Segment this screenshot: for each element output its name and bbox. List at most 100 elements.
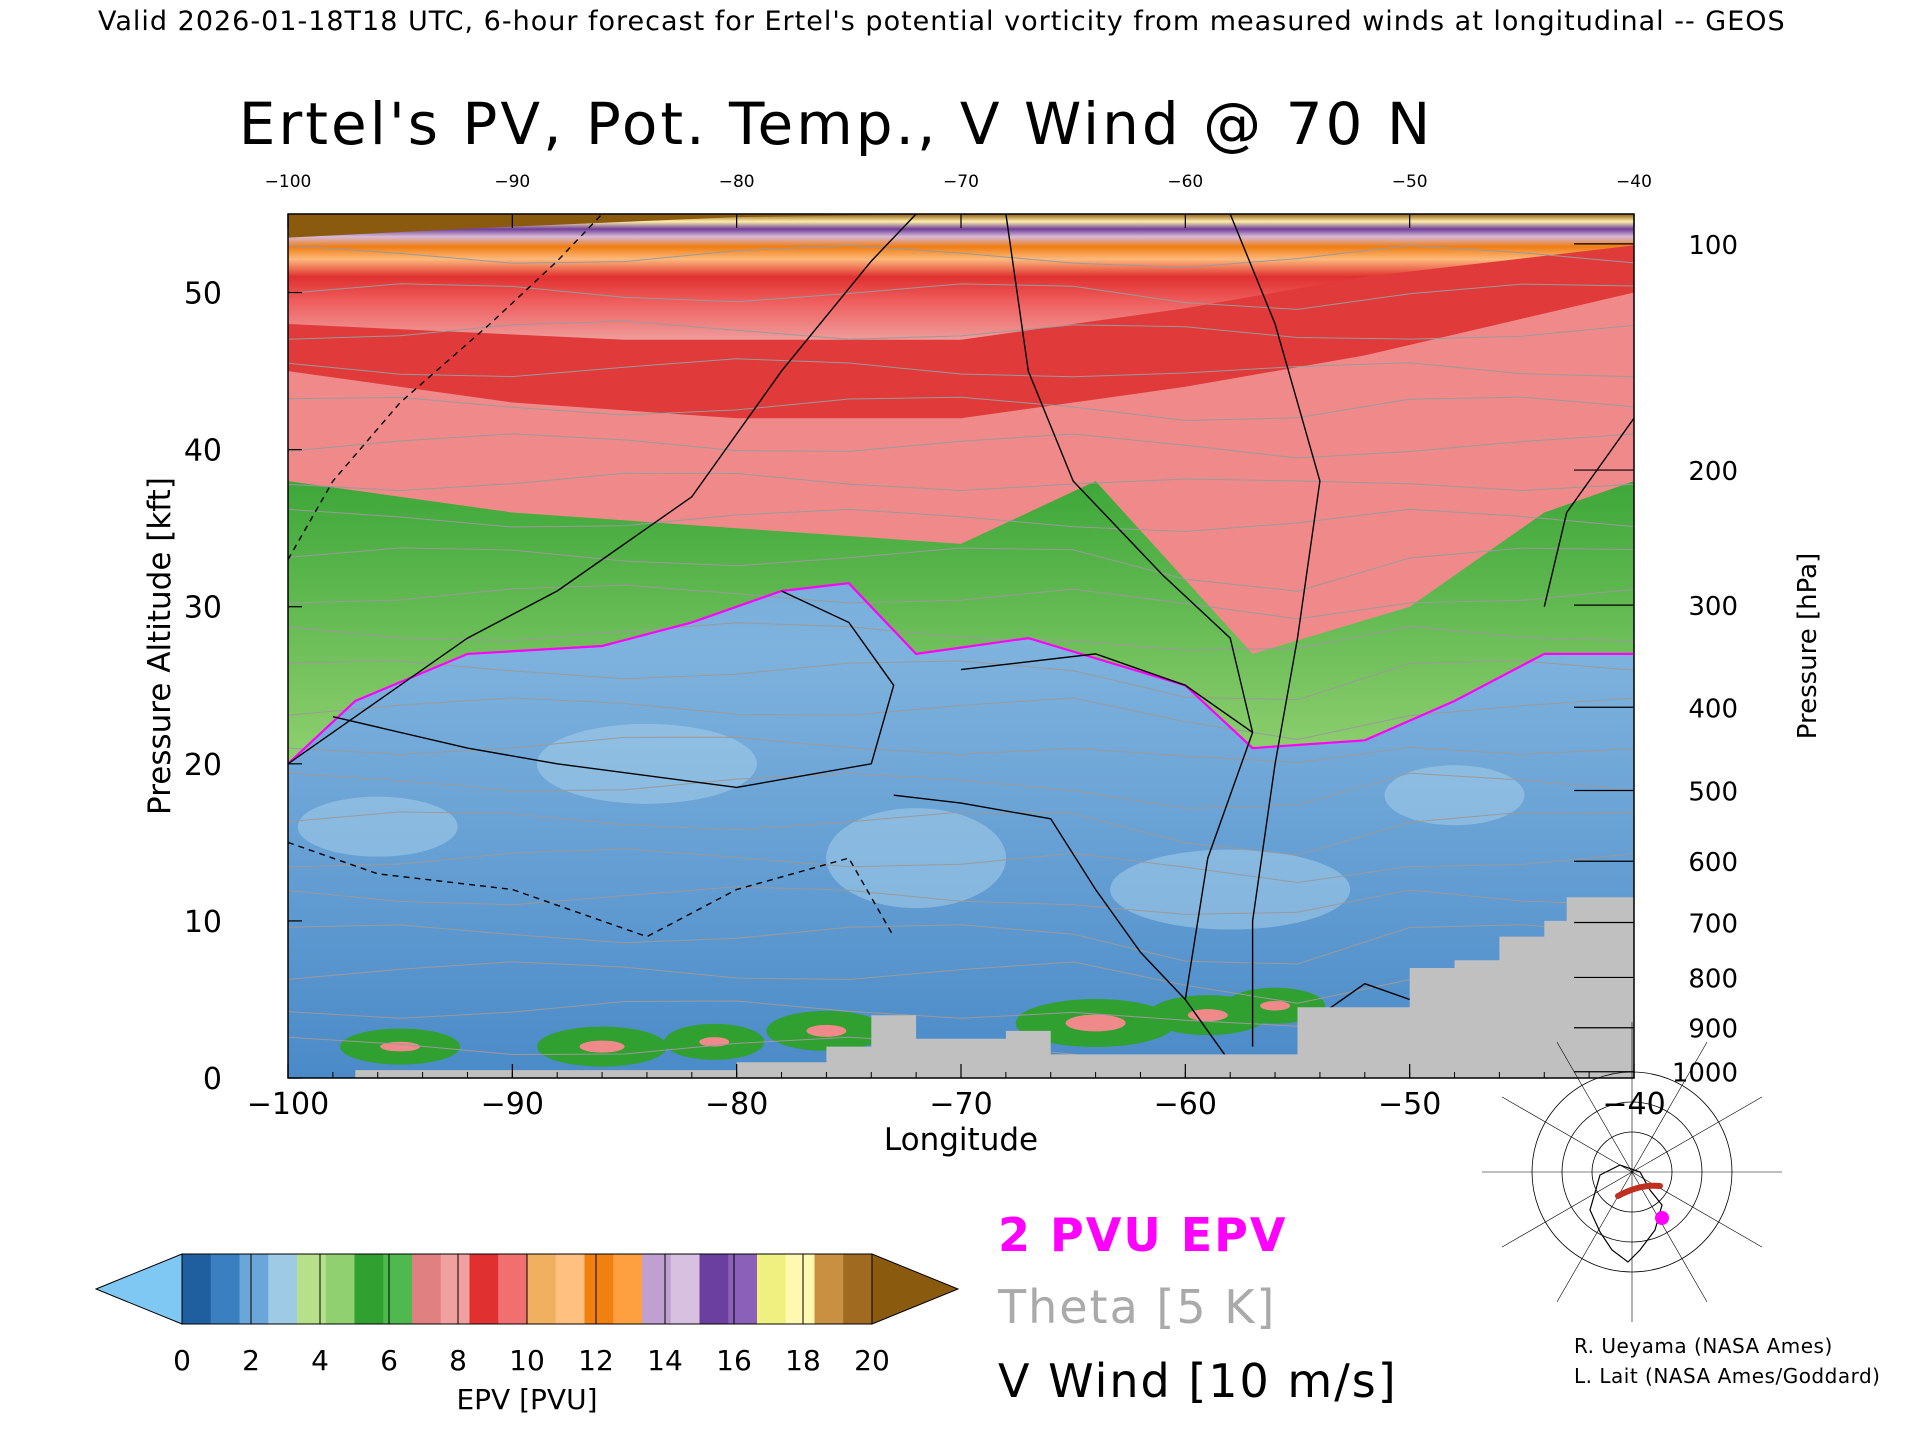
top-tick-label: −90 (494, 172, 530, 192)
inset-meridian (1501, 1171, 1633, 1248)
colorbar-swatch (757, 1254, 787, 1324)
inset-location-marker (1655, 1211, 1669, 1225)
light-pv-patch (297, 796, 458, 857)
colorbar-tick-label: 4 (311, 1344, 329, 1377)
legend-epv-label: 2 PVU EPV (998, 1208, 1288, 1262)
x-tick-label: −40 (1602, 1087, 1665, 1122)
pressure-label: 900 (1688, 1015, 1738, 1045)
top-tick-label: −70 (943, 172, 979, 192)
colorbar-tick-label: 20 (854, 1344, 890, 1377)
inset-meridian (1631, 1041, 1708, 1173)
colorbar-swatch (469, 1254, 499, 1324)
colorbar-swatch (297, 1254, 327, 1324)
light-pv-patch (1384, 765, 1525, 826)
theta-line (288, 283, 1634, 310)
pressure-label: 100 (1688, 231, 1738, 261)
theta-line (288, 772, 1634, 810)
pressure-label: 500 (1688, 778, 1738, 808)
y-tick-label: 30 (184, 591, 222, 626)
inset-coastline (1589, 1164, 1663, 1263)
colorbar-swatch (239, 1254, 269, 1324)
wind-line (332, 590, 895, 789)
colorbar-swatch (728, 1254, 758, 1324)
surface-pv-core (1260, 1000, 1291, 1011)
theta-line (288, 244, 1634, 268)
x-tick-label: −100 (247, 1087, 329, 1122)
terrain (288, 897, 1634, 1078)
theta-line (288, 697, 1634, 741)
inset-meridian (1631, 1171, 1708, 1303)
colorbar-tick-label: 2 (242, 1344, 260, 1377)
epv-2pvu-contour (288, 582, 1634, 765)
wind-line (893, 794, 1186, 1000)
theta-line (288, 811, 1634, 856)
inset-meridian (1501, 1096, 1633, 1173)
colorbar-swatch (699, 1254, 729, 1324)
colorbar-tick-label: 18 (785, 1344, 821, 1377)
pv-upper-bands (288, 214, 1634, 340)
light-pv-patch (826, 808, 1007, 909)
colorbar-tick-label: 12 (578, 1344, 614, 1377)
y-right-axis-label: Pressure [hPa] (1793, 553, 1823, 740)
wind-line (288, 214, 603, 560)
legend-theta-label: Theta [5 K] (998, 1280, 1277, 1334)
pressure-label: 800 (1688, 964, 1738, 994)
theta-line (288, 358, 1634, 378)
colorbar-tick-label: 0 (173, 1344, 191, 1377)
colorbar-swatch (383, 1254, 413, 1324)
pv-top-band (288, 214, 1634, 238)
theta-line (288, 547, 1634, 592)
colorbar-swatch (843, 1254, 873, 1324)
colorbar-swatch (354, 1254, 384, 1324)
colorbar-label: EPV [PVU] (456, 1383, 597, 1416)
colorbar-swatch (325, 1254, 356, 1324)
colorbar-swatch (642, 1254, 672, 1324)
colorbar-tick-label: 16 (716, 1344, 752, 1377)
colorbar-swatch (555, 1254, 586, 1324)
pressure-label: 200 (1688, 457, 1738, 487)
wind-line (1005, 214, 1254, 1063)
y-tick-label: 10 (184, 905, 222, 940)
wind-line (288, 214, 917, 765)
theta-line (288, 508, 1634, 533)
surface-pv-core (806, 1024, 847, 1037)
top-tick-label: −50 (1392, 172, 1428, 192)
colorbar-swatch (814, 1254, 844, 1324)
colorbar: 0 2 4 6 8 10 12 14 16 18 20 EPV [PVU] (94, 1253, 960, 1416)
theta-line (288, 396, 1634, 422)
legend-wind-label: V Wind [10 m/s] (998, 1354, 1398, 1408)
x-tick-label: −70 (929, 1087, 992, 1122)
inset-meridian (1556, 1041, 1633, 1173)
colorbar-under-arrow (94, 1253, 183, 1325)
inset-meridian (1631, 1096, 1763, 1173)
plot-area (288, 214, 1634, 1078)
colorbar-swatch (498, 1254, 528, 1324)
y-tick-label: 20 (184, 748, 222, 783)
colorbar-swatch (182, 1254, 212, 1324)
surface-pv-core (699, 1037, 730, 1047)
surface-pv-core (380, 1041, 421, 1052)
y-axis-label: Pressure Altitude [kft] (142, 477, 178, 815)
colorbar-swatch (412, 1254, 442, 1324)
theta-line (288, 584, 1634, 620)
colorbar-swatch (670, 1254, 701, 1324)
theta-line (288, 924, 1634, 965)
axes: −100 −100 −90 −90 −80 −80 −70 −70 −60 −60 −50 −50 −4… (142, 172, 1823, 1158)
surface-pv-core (579, 1040, 625, 1053)
credit-line-2: L. Lait (NASA Ames/Goddard) (1574, 1364, 1881, 1388)
colorbar-swatch (268, 1254, 298, 1324)
x-tick-label: −60 (1154, 1087, 1217, 1122)
colorbar-over-arrow (871, 1253, 960, 1325)
x-tick-label: −90 (481, 1087, 544, 1122)
wind-line (1229, 214, 1321, 1047)
pressure-label: 600 (1688, 848, 1738, 878)
top-tick-label: −60 (1167, 172, 1203, 192)
light-pv-patch (536, 723, 757, 804)
inset-map (1482, 1022, 1782, 1322)
theta-line (288, 433, 1634, 459)
colorbar-swatch (440, 1254, 471, 1324)
theta-line (288, 736, 1634, 764)
x-tick-label: −50 (1378, 1087, 1441, 1122)
theta-line (288, 660, 1634, 701)
